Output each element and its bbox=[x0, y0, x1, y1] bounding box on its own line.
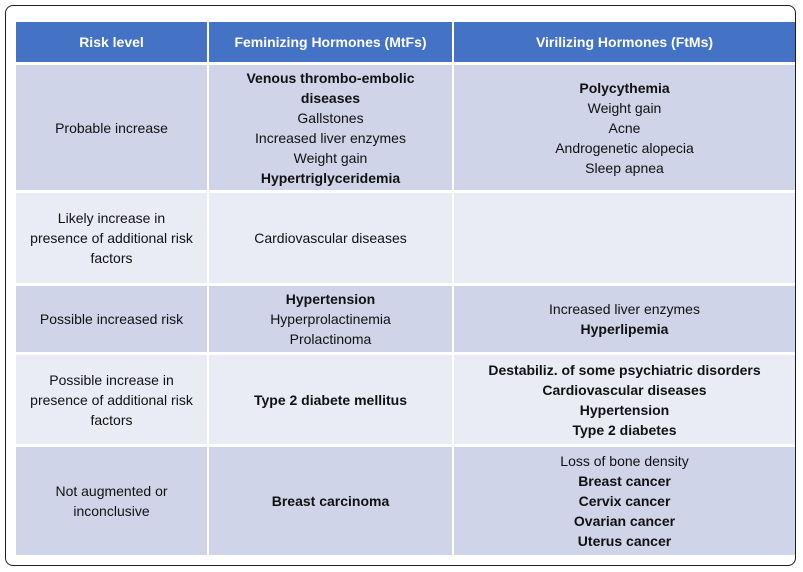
condition-label: Type 2 diabetes bbox=[572, 421, 677, 438]
condition-label: Ovarian cancer bbox=[573, 513, 676, 529]
condition-label: Uterus cancer bbox=[577, 533, 672, 549]
condition-label: Cervix cancer bbox=[578, 493, 671, 509]
ftm-cell: Polycythemia Weight gain Acne Androgenet… bbox=[453, 63, 795, 193]
condition-label: Hypertension bbox=[579, 401, 670, 418]
risk-level-cell: Possible increase in presence of additio… bbox=[16, 353, 209, 447]
condition-label: Gallstones bbox=[297, 109, 364, 126]
condition-label: Destabiliz. of some psychiatric disorder… bbox=[488, 361, 761, 378]
condition-label: Breast cancer bbox=[578, 473, 671, 489]
risk-level-label: Probable increase bbox=[55, 119, 168, 136]
header-row: Risk level Feminizing Hormones (MtFs) Vi… bbox=[16, 22, 795, 65]
condition-label: Hyperprolactinemia bbox=[270, 311, 391, 327]
condition-label: Sleep apnea bbox=[585, 159, 664, 176]
condition-label: Increased liver enzymes bbox=[255, 129, 406, 146]
condition-label: Increased liver enzymes bbox=[549, 301, 700, 317]
header-risk-level: Risk level bbox=[16, 22, 209, 65]
risk-level-label: Possible increase in presence of additio… bbox=[30, 371, 193, 428]
condition-label: Hypertriglyceridemia bbox=[260, 169, 401, 186]
table-row: Likely increase in presence of additiona… bbox=[16, 191, 795, 286]
mtf-cell: Venous thrombo-embolic diseases Gallston… bbox=[208, 63, 454, 193]
risk-level-label: Likely increase in presence of additiona… bbox=[30, 210, 193, 266]
header-feminizing-hormones: Feminizing Hormones (MtFs) bbox=[208, 22, 454, 65]
mtf-cell: Breast carcinoma bbox=[208, 445, 454, 558]
condition-label: Weight gain bbox=[293, 149, 368, 166]
table-row: Not augmented or inconclusive Breast car… bbox=[16, 445, 795, 558]
risk-level-label: Not augmented or inconclusive bbox=[55, 483, 168, 519]
condition-label: Breast carcinoma bbox=[271, 493, 390, 509]
condition-label: Cardiovascular diseases bbox=[542, 381, 707, 398]
condition-label: Cardiovascular diseases bbox=[254, 230, 407, 246]
condition-label: Venous thrombo-embolic diseases bbox=[246, 69, 415, 106]
table-row: Possible increase in presence of additio… bbox=[16, 353, 795, 447]
condition-label: Acne bbox=[608, 119, 641, 136]
risk-level-cell: Probable increase bbox=[16, 63, 209, 193]
risk-level-label: Possible increased risk bbox=[39, 311, 184, 327]
table-row: Possible increased risk Hypertension Hyp… bbox=[16, 284, 795, 355]
mtf-cell: Type 2 diabete mellitus bbox=[208, 353, 454, 447]
mtf-cell: Hypertension Hyperprolactinemia Prolacti… bbox=[208, 284, 454, 355]
ftm-cell: Increased liver enzymes Hyperlipemia bbox=[453, 284, 795, 355]
risk-table: Risk level Feminizing Hormones (MtFs) Vi… bbox=[16, 22, 795, 558]
risk-level-cell: Possible increased risk bbox=[16, 284, 209, 355]
risk-level-cell: Likely increase in presence of additiona… bbox=[16, 191, 209, 286]
header-virilizing-hormones: Virilizing Hormones (FtMs) bbox=[453, 22, 795, 65]
condition-label: Hyperlipemia bbox=[580, 321, 669, 337]
table-row: Probable increase Venous thrombo-embolic… bbox=[16, 63, 795, 193]
ftm-cell: Loss of bone density Breast cancer Cervi… bbox=[453, 445, 795, 558]
condition-label: Androgenetic alopecia bbox=[555, 139, 694, 156]
condition-label: Hypertension bbox=[285, 291, 376, 307]
figure-frame: Risk level Feminizing Hormones (MtFs) Vi… bbox=[5, 5, 796, 566]
condition-label: Type 2 diabete mellitus bbox=[253, 391, 407, 408]
condition-label: Weight gain bbox=[587, 99, 662, 116]
ftm-cell bbox=[453, 191, 795, 286]
condition-label: Prolactinoma bbox=[289, 331, 372, 347]
risk-level-cell: Not augmented or inconclusive bbox=[16, 445, 209, 558]
mtf-cell: Cardiovascular diseases bbox=[208, 191, 454, 286]
condition-label: Loss of bone density bbox=[560, 453, 689, 469]
ftm-cell: Destabiliz. of some psychiatric disorder… bbox=[453, 353, 795, 447]
condition-label: Polycythemia bbox=[579, 79, 670, 96]
